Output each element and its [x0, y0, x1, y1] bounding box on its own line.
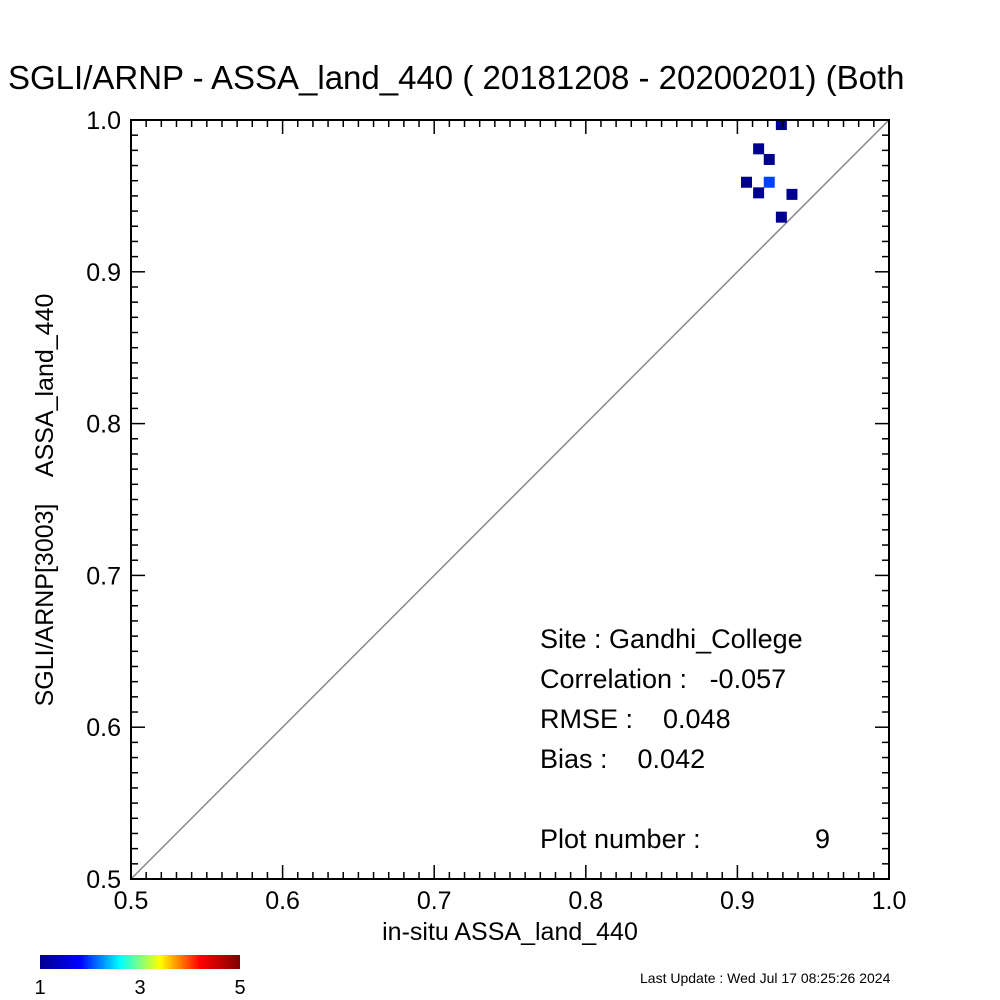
y-tick-label: 0.6	[86, 714, 121, 742]
x-tick-label: 1.0	[872, 887, 907, 915]
data-point	[740, 176, 752, 188]
stat-correlation: Correlation : -0.057	[540, 664, 786, 694]
plot-area: 0.5 0.6 0.7 0.8 0.9 1.0 0.5 0.6 0.7 0.8 0.9 1.0	[86, 107, 906, 915]
colorbar-label: 1	[34, 977, 45, 999]
x-tick-labels: 0.5 0.6 0.7 0.8 0.9 1.0	[114, 887, 907, 915]
x-tick-label: 0.5	[114, 887, 149, 915]
y-tick-label: 0.9	[86, 259, 121, 287]
x-tick-label: 0.7	[417, 887, 452, 915]
data-point	[775, 211, 787, 223]
y-tick-label: 0.5	[86, 866, 121, 894]
stats-box: Site : Gandhi_College Correlation : -0.0…	[540, 624, 830, 854]
colorbar-gradient	[40, 955, 240, 969]
y-axis-label: SGLI/ARNP[3003] ASSA_land_440	[31, 294, 59, 707]
stat-plot-number-value: 9	[815, 824, 830, 854]
stat-rmse: RMSE : 0.048	[540, 704, 731, 734]
stat-plot-number-label: Plot number :	[540, 824, 701, 854]
data-point	[775, 119, 787, 131]
data-point	[753, 143, 765, 155]
y-tick-label: 0.8	[86, 411, 121, 439]
data-point	[786, 188, 798, 200]
axis-ticks	[130, 119, 890, 880]
x-tick-label: 0.6	[265, 887, 300, 915]
last-update-text: Last Update : Wed Jul 17 08:25:26 2024	[640, 970, 891, 986]
data-point	[753, 187, 765, 199]
y-tick-label: 1.0	[86, 107, 121, 135]
colorbar-label: 5	[234, 977, 245, 999]
colorbar: 1 3 5	[34, 955, 246, 999]
stat-site: Site : Gandhi_College	[540, 624, 803, 654]
colorbar-labels: 1 3 5	[34, 977, 245, 999]
data-point	[763, 176, 775, 188]
x-tick-label: 0.8	[568, 887, 603, 915]
data-point	[763, 153, 775, 165]
x-tick-label: 0.9	[720, 887, 755, 915]
y-tick-label: 0.7	[86, 562, 121, 590]
one-to-one-line	[130, 119, 890, 880]
chart-title: SGLI/ARNP - ASSA_land_440 ( 20181208 - 2…	[8, 59, 905, 96]
x-axis-label: in-situ ASSA_land_440	[382, 918, 638, 946]
y-tick-labels: 0.5 0.6 0.7 0.8 0.9 1.0	[86, 107, 121, 894]
data-points	[740, 119, 798, 223]
stat-bias: Bias : 0.042	[540, 744, 705, 774]
colorbar-label: 3	[134, 977, 145, 999]
